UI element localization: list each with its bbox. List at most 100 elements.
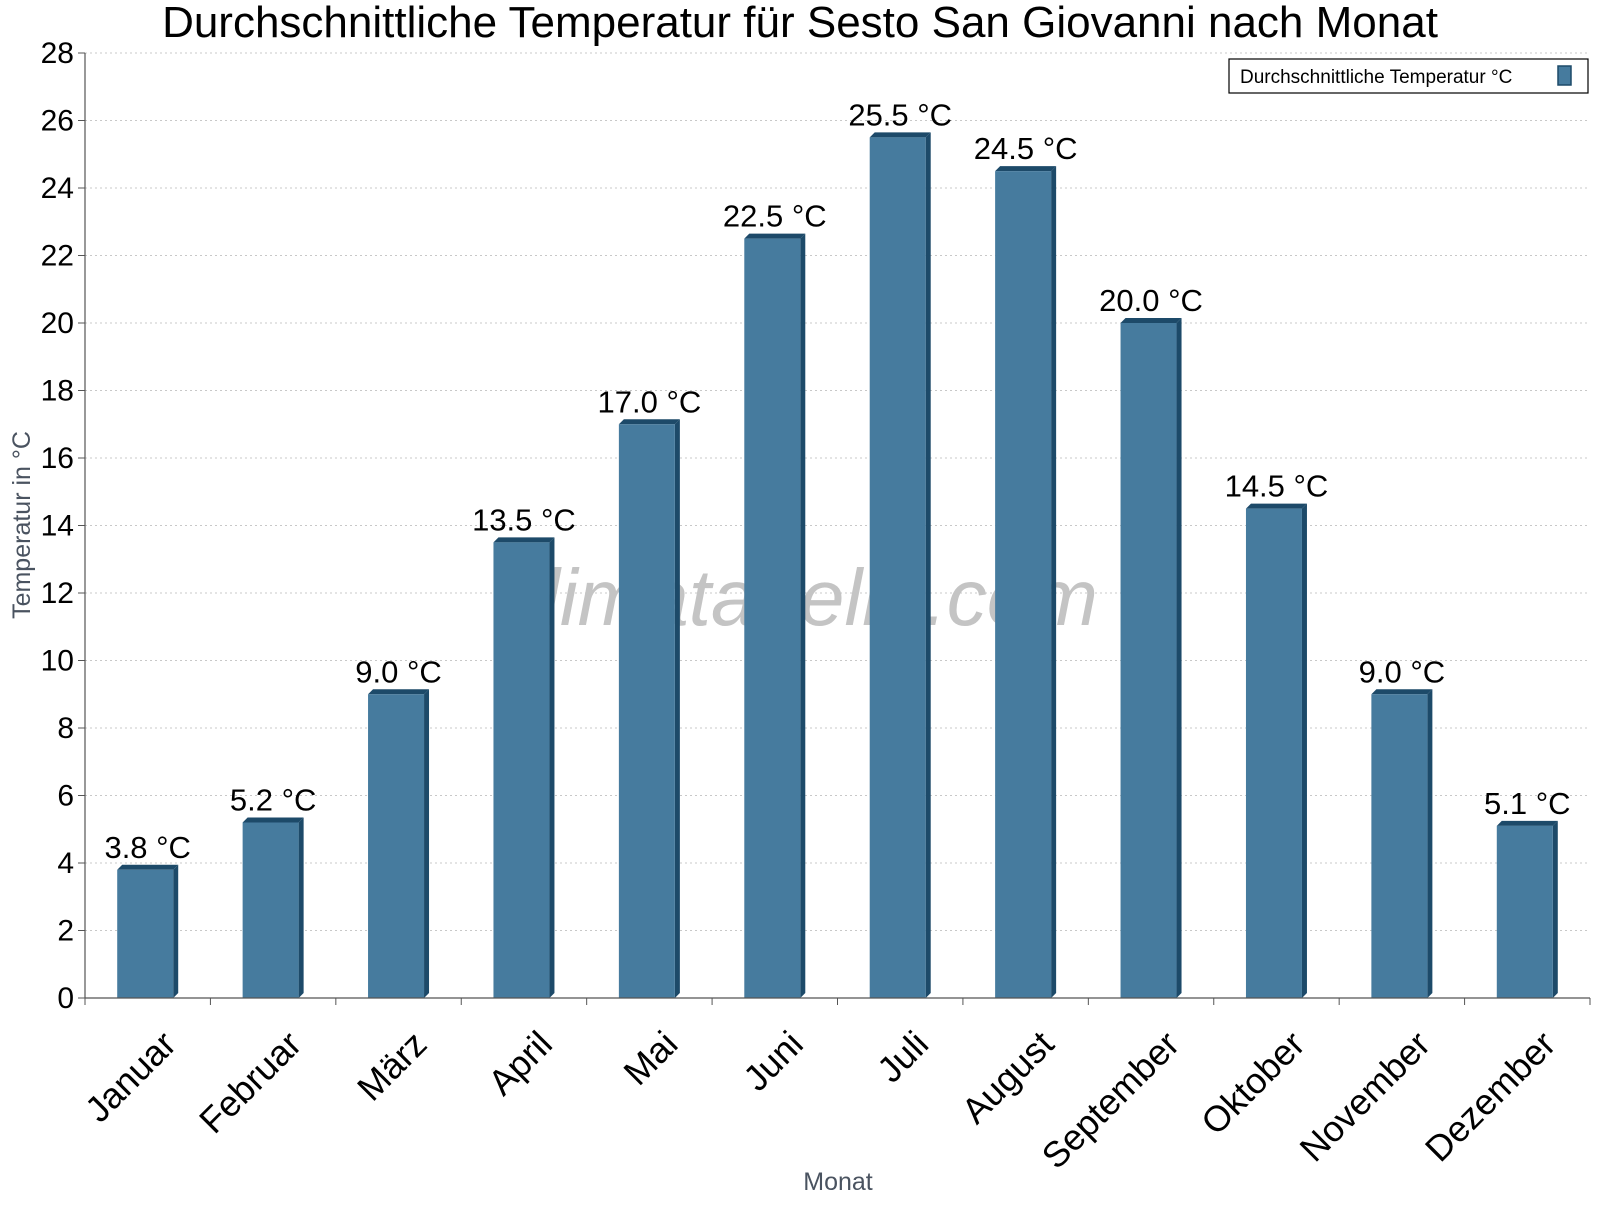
x-tick-label: Oktober <box>1193 1023 1313 1143</box>
y-tick-label: 16 <box>41 442 74 475</box>
x-tick-label: April <box>480 1023 560 1103</box>
data-label: 3.8 °C <box>104 830 191 865</box>
data-label: 13.5 °C <box>472 502 576 537</box>
bar <box>1245 503 1307 998</box>
data-label: 9.0 °C <box>1359 654 1446 689</box>
data-labels: 3.8 °C 5.2 °C 9.0 °C 13.5 °C 17.0 °C 22.5 °C 2… <box>104 97 1570 864</box>
x-tick-label: Juni <box>735 1023 811 1099</box>
x-tick-label: Februar <box>191 1023 309 1141</box>
bar-side <box>1051 166 1057 998</box>
x-tick-labels: Januar Februar März April Mai Juni Juli AugustS… <box>77 1023 1563 1177</box>
data-label: 22.5 °C <box>723 199 827 234</box>
bar-face <box>995 171 1052 998</box>
bar-side <box>925 132 931 998</box>
y-tick-label: 14 <box>41 510 74 543</box>
x-axis-title: Monat <box>803 1168 873 1196</box>
bar-face <box>368 694 425 998</box>
y-tick-label: 2 <box>57 915 74 948</box>
bar-side <box>1176 318 1182 998</box>
x-tick-label: Juli <box>869 1023 936 1090</box>
grid-lines <box>85 52 1590 931</box>
bar <box>493 537 555 998</box>
bar <box>618 419 680 998</box>
legend: Durchschnittliche Temperatur °C <box>1228 58 1589 94</box>
bar-face <box>1120 323 1177 998</box>
x-tick-label: September <box>1034 1023 1188 1177</box>
bar-top <box>368 689 430 695</box>
bar-side <box>800 233 806 998</box>
bar <box>1371 689 1433 998</box>
bar-face <box>869 137 926 998</box>
data-label: 9.0 °C <box>355 654 442 689</box>
data-label: 14.5 °C <box>1225 469 1329 504</box>
x-tick-label: Januar <box>77 1023 184 1130</box>
axes <box>78 52 1591 1005</box>
y-tick-label: 22 <box>41 240 74 273</box>
chart-title: Durchschnittliche Temperatur für Sesto S… <box>162 0 1438 47</box>
bar-face <box>1371 694 1428 998</box>
bar-top <box>744 233 806 239</box>
y-tick-label: 28 <box>41 37 74 70</box>
data-label: 20.0 °C <box>1099 283 1203 318</box>
bar-face <box>1245 508 1302 998</box>
bar-side <box>674 419 680 998</box>
bar <box>1496 820 1558 998</box>
bar <box>869 132 931 998</box>
y-tick-label: 6 <box>57 780 74 813</box>
bar-face <box>242 822 299 998</box>
y-axis-title: Temperatur in °C <box>8 431 36 619</box>
y-tick-label: 24 <box>41 172 74 205</box>
bar <box>117 864 179 998</box>
bar <box>242 817 304 998</box>
y-tick-label: 8 <box>57 712 74 745</box>
y-tick-label: 4 <box>57 847 74 880</box>
bar-top <box>1120 318 1182 323</box>
bar-top <box>1496 820 1558 826</box>
bar-top <box>869 132 931 138</box>
bar-side <box>298 817 304 998</box>
bar <box>995 166 1057 998</box>
bar-side <box>1552 820 1558 998</box>
bar-side <box>549 537 555 998</box>
bar <box>368 689 430 998</box>
y-tick-label: 18 <box>41 375 74 408</box>
y-tick-label: 26 <box>41 105 74 138</box>
bar-side <box>1301 503 1307 998</box>
x-tick-label: November <box>1291 1023 1437 1169</box>
bar-side <box>424 689 430 998</box>
bar-face <box>117 869 174 998</box>
bar <box>744 233 806 998</box>
y-tick-label: 12 <box>41 577 74 610</box>
bar-face <box>1496 825 1553 998</box>
bars <box>117 132 1558 998</box>
bar-face <box>618 424 675 998</box>
bar-top <box>117 864 179 870</box>
bar-top <box>493 537 555 543</box>
y-tick-label: 10 <box>41 645 74 678</box>
bar <box>1120 318 1182 998</box>
data-label: 17.0 °C <box>598 384 702 419</box>
legend-swatch <box>1557 65 1572 86</box>
bar-face <box>744 238 801 998</box>
bar-top <box>618 419 680 425</box>
data-label: 24.5 °C <box>974 131 1078 166</box>
bar-top <box>242 817 304 823</box>
x-tick-label: Mai <box>615 1023 685 1093</box>
bar-face <box>493 542 550 998</box>
bar-side <box>1427 689 1433 998</box>
legend-label: Durchschnittliche Temperatur °C <box>1240 67 1512 88</box>
bar-top <box>1371 689 1433 695</box>
data-label: 25.5 °C <box>848 97 952 132</box>
y-tick-label: 20 <box>41 307 74 340</box>
x-tick-label: August <box>953 1023 1061 1131</box>
x-tick-label: März <box>349 1023 435 1109</box>
bar-top <box>1245 503 1307 509</box>
bar-top <box>995 166 1057 172</box>
x-tick-label: Dezember <box>1417 1023 1563 1169</box>
data-label: 5.1 °C <box>1484 786 1571 821</box>
legend-box <box>1228 58 1589 94</box>
data-label: 5.2 °C <box>230 783 317 818</box>
